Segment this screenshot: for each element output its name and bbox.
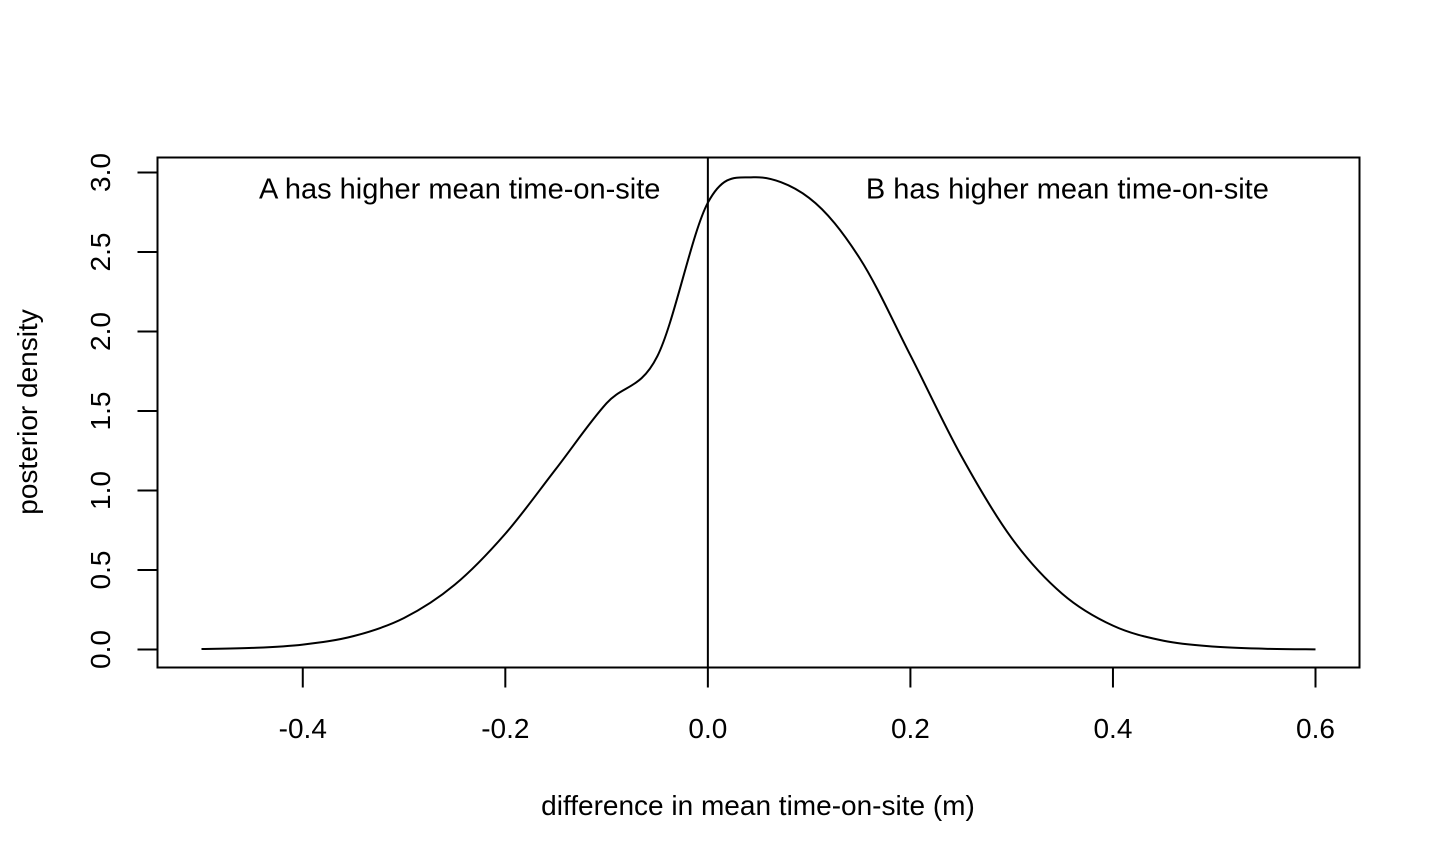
y-tick-label: 1.5 bbox=[85, 392, 116, 431]
y-tick-label: 3.0 bbox=[85, 153, 116, 192]
x-tick-label: 0.2 bbox=[891, 713, 930, 744]
x-axis-label: difference in mean time-on-site (m) bbox=[541, 790, 975, 821]
y-tick-label: 1.0 bbox=[85, 471, 116, 510]
plot-frame bbox=[156, 156, 1361, 669]
x-tick-label: -0.2 bbox=[481, 713, 529, 744]
annotation-b-higher: B has higher mean time-on-site bbox=[866, 173, 1269, 205]
posterior-density-curve bbox=[201, 176, 1316, 651]
x-tick-label: 0.6 bbox=[1296, 713, 1335, 744]
x-tick-label: 0.0 bbox=[688, 713, 727, 744]
x-tick-label: -0.4 bbox=[279, 713, 327, 744]
y-tick-label: 0.5 bbox=[85, 551, 116, 590]
y-axis: 0.0 0.5 1.0 1.5 2.0 2.5 3.0 bbox=[85, 153, 159, 669]
y-tick-label: 2.5 bbox=[85, 233, 116, 272]
annotation-a-higher: A has higher mean time-on-site bbox=[259, 173, 660, 205]
y-tick-label: 2.0 bbox=[85, 312, 116, 351]
y-tick-label: 0.0 bbox=[85, 630, 116, 669]
x-axis: -0.4 -0.2 0.0 0.2 0.4 0.6 bbox=[279, 666, 1335, 744]
x-tick-label: 0.4 bbox=[1093, 713, 1132, 744]
y-axis-label: posterior density bbox=[12, 309, 43, 514]
